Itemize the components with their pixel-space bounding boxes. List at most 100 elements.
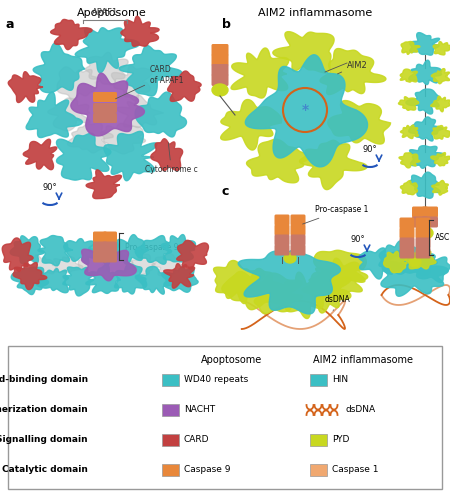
Bar — [8, 346, 442, 489]
Polygon shape — [75, 28, 140, 73]
Text: WD40 repeats: WD40 repeats — [184, 376, 248, 385]
FancyBboxPatch shape — [291, 245, 306, 255]
Polygon shape — [410, 145, 444, 168]
Polygon shape — [273, 32, 334, 73]
Polygon shape — [36, 269, 68, 293]
FancyBboxPatch shape — [212, 54, 229, 66]
FancyBboxPatch shape — [212, 74, 229, 86]
Text: dsDNA: dsDNA — [325, 295, 351, 311]
Ellipse shape — [284, 253, 296, 263]
Polygon shape — [2, 238, 33, 272]
FancyBboxPatch shape — [93, 92, 107, 102]
FancyBboxPatch shape — [103, 92, 117, 102]
Text: Caspase 9: Caspase 9 — [184, 465, 230, 474]
Polygon shape — [23, 139, 57, 170]
Polygon shape — [409, 60, 441, 85]
FancyBboxPatch shape — [103, 113, 117, 123]
Polygon shape — [135, 92, 186, 137]
FancyBboxPatch shape — [93, 251, 107, 262]
Text: 90°: 90° — [351, 235, 365, 244]
Text: 90°: 90° — [363, 145, 377, 154]
Polygon shape — [63, 267, 94, 296]
Bar — [310, 464, 327, 476]
Polygon shape — [152, 253, 183, 276]
Polygon shape — [48, 98, 90, 131]
Text: AIM2 inflammasome: AIM2 inflammasome — [258, 8, 372, 18]
FancyBboxPatch shape — [93, 113, 107, 123]
Polygon shape — [320, 48, 386, 95]
Text: Ligand-binding domain: Ligand-binding domain — [0, 376, 88, 385]
Text: ASC: ASC — [435, 234, 450, 243]
Ellipse shape — [417, 227, 433, 239]
FancyBboxPatch shape — [212, 64, 229, 76]
Polygon shape — [86, 170, 122, 199]
Text: Caspase 1: Caspase 1 — [332, 465, 378, 474]
Polygon shape — [135, 236, 172, 264]
FancyBboxPatch shape — [103, 232, 117, 243]
Polygon shape — [121, 16, 159, 46]
Polygon shape — [248, 273, 303, 314]
Polygon shape — [396, 245, 437, 276]
Polygon shape — [410, 33, 440, 55]
Polygon shape — [410, 172, 441, 198]
Polygon shape — [220, 100, 282, 150]
Polygon shape — [119, 45, 182, 96]
FancyBboxPatch shape — [291, 214, 306, 225]
FancyBboxPatch shape — [103, 251, 117, 262]
Polygon shape — [400, 125, 418, 139]
FancyBboxPatch shape — [291, 235, 306, 246]
Polygon shape — [164, 264, 194, 288]
Polygon shape — [245, 55, 368, 167]
Text: CARD: CARD — [184, 435, 210, 445]
Polygon shape — [57, 67, 100, 101]
Polygon shape — [400, 69, 417, 82]
Polygon shape — [51, 19, 92, 50]
Text: a: a — [5, 18, 13, 31]
Polygon shape — [161, 235, 195, 262]
FancyBboxPatch shape — [400, 217, 414, 228]
Polygon shape — [81, 247, 136, 281]
Polygon shape — [26, 92, 82, 138]
Polygon shape — [231, 48, 289, 98]
Bar — [8, 346, 442, 489]
Polygon shape — [64, 239, 98, 264]
FancyBboxPatch shape — [412, 216, 428, 227]
Ellipse shape — [212, 84, 228, 96]
Text: c: c — [222, 185, 230, 198]
Polygon shape — [214, 260, 265, 304]
FancyBboxPatch shape — [422, 207, 438, 217]
Polygon shape — [151, 139, 183, 171]
Polygon shape — [78, 254, 105, 274]
Polygon shape — [111, 235, 148, 264]
Text: Catalytic domain: Catalytic domain — [2, 465, 88, 474]
Polygon shape — [68, 123, 113, 153]
Polygon shape — [8, 71, 43, 103]
Polygon shape — [11, 267, 49, 295]
Polygon shape — [302, 273, 351, 313]
Ellipse shape — [409, 257, 421, 267]
Polygon shape — [432, 180, 448, 195]
Polygon shape — [432, 126, 450, 139]
Polygon shape — [379, 241, 422, 274]
Polygon shape — [38, 236, 73, 266]
Text: Cytochrome c: Cytochrome c — [145, 143, 198, 175]
Text: AIM2: AIM2 — [338, 61, 368, 74]
Polygon shape — [104, 131, 157, 181]
Polygon shape — [56, 133, 111, 180]
FancyBboxPatch shape — [415, 217, 431, 228]
Polygon shape — [135, 267, 172, 294]
Text: b: b — [222, 18, 231, 31]
Text: Apoptosome: Apoptosome — [202, 355, 263, 365]
Text: Oligomerization domain: Oligomerization domain — [0, 406, 88, 415]
FancyBboxPatch shape — [93, 232, 107, 243]
Bar — [310, 434, 327, 446]
FancyBboxPatch shape — [412, 207, 428, 217]
Polygon shape — [400, 180, 418, 195]
Text: Signalling domain: Signalling domain — [0, 435, 88, 445]
FancyBboxPatch shape — [400, 238, 414, 248]
Polygon shape — [54, 257, 83, 273]
Polygon shape — [86, 264, 121, 293]
Text: Pro-caspase 1: Pro-caspase 1 — [302, 206, 369, 224]
Bar — [162, 374, 179, 386]
Polygon shape — [433, 41, 450, 55]
